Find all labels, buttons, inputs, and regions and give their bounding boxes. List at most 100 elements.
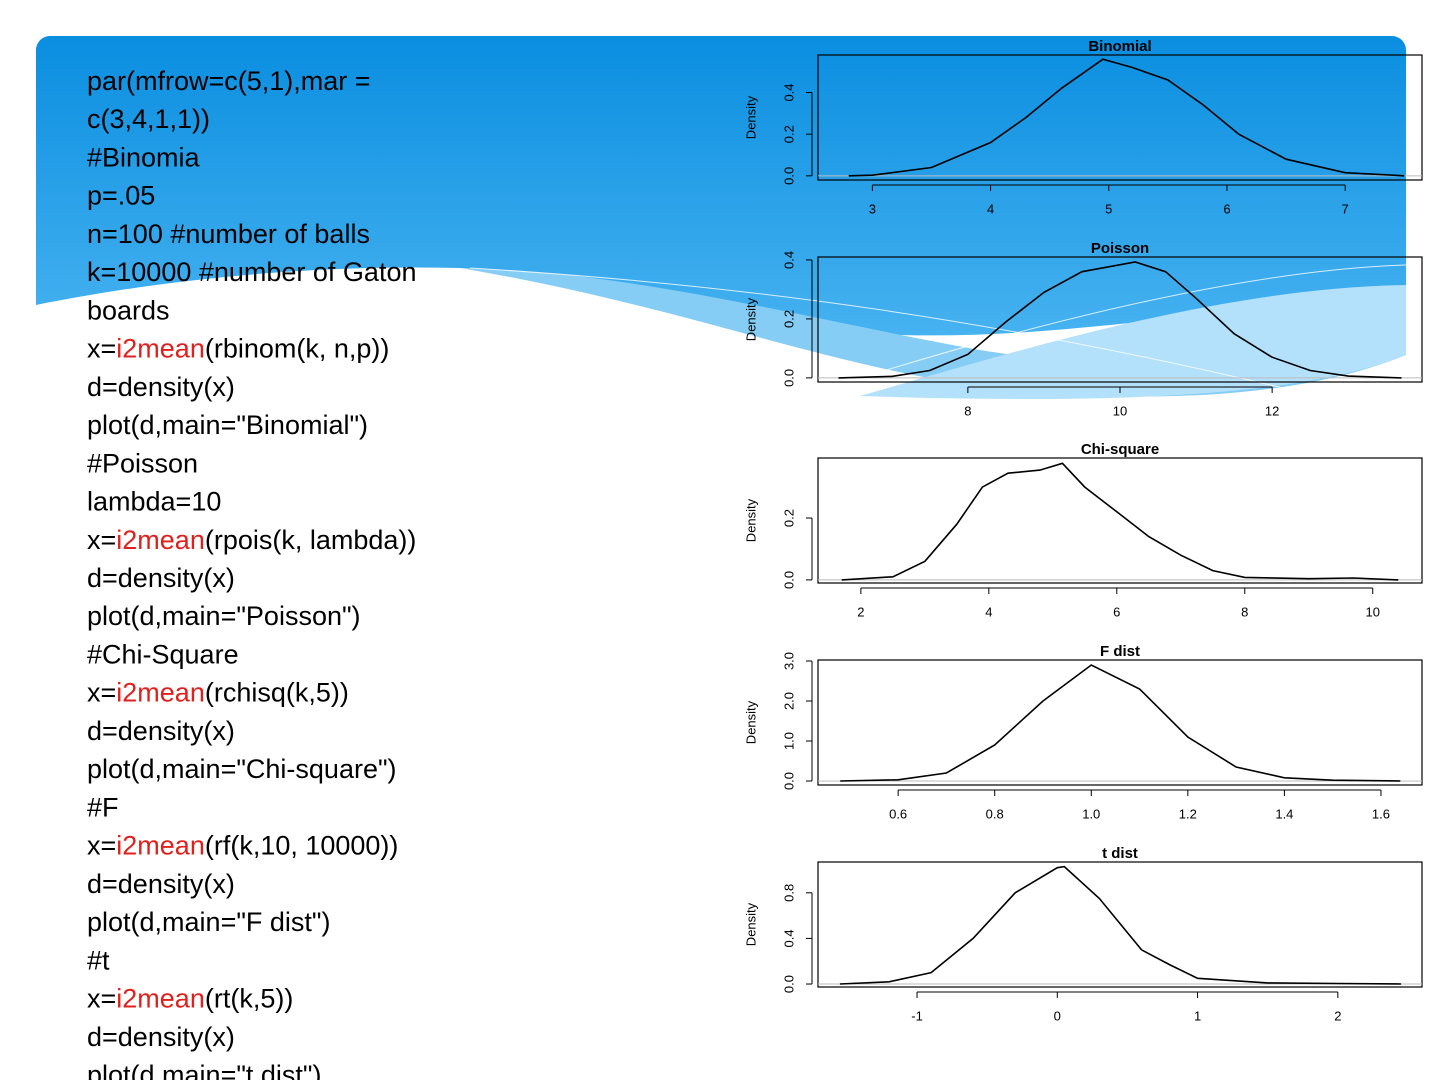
x-tick-label: 0.6 (889, 806, 907, 821)
code-text: n=100 #number of balls (87, 219, 370, 249)
density-line (839, 865, 1402, 985)
code-text: d=density(x) (87, 563, 235, 593)
background-line (469, 267, 1301, 393)
plot-frame (817, 54, 1423, 181)
y-axis-label: Density (743, 297, 758, 341)
code-line: p=.05 (87, 181, 155, 211)
x-tick-label: 2 (857, 604, 864, 619)
y-axis-label: Density (743, 700, 758, 744)
x-tick-label: 8 (1241, 604, 1248, 619)
code-text: d=density(x) (87, 1022, 235, 1052)
y-axis-label: Density (743, 498, 758, 542)
x-tick-label: -1 (911, 1008, 923, 1023)
code-text: #F (87, 792, 119, 822)
y-tick-label: 0.4 (781, 83, 796, 101)
x-tick-label: 10 (1365, 604, 1379, 619)
density-plot: t dist 0.0 0.4 0.8 -1 0 1 2 Density (743, 845, 1423, 1023)
code-text: #t (87, 945, 110, 975)
y-tick-label: 0.2 (781, 310, 796, 328)
y-tick-label: 0.0 (781, 772, 796, 790)
plot-frame (817, 256, 1423, 383)
background-wave (860, 285, 1406, 400)
x-tick-label: 7 (1342, 201, 1349, 216)
x-tick-label: 3 (869, 201, 876, 216)
x-tick-label: 4 (987, 201, 994, 216)
code-line: #Poisson (87, 448, 198, 478)
x-tick-label: 6 (1113, 604, 1120, 619)
code-line: x=i2mean(rchisq(k,5)) (87, 678, 349, 708)
code-line: d=density(x) (87, 716, 235, 746)
code-line: #Chi-Square (87, 640, 239, 670)
chart-title: Binomial (1088, 38, 1151, 55)
code-text: #Poisson (87, 448, 198, 478)
code-text: x= (87, 334, 116, 364)
plot-frame (817, 457, 1423, 584)
density-plot: Chi-square 0.0 0.2 2 4 6 8 10 Density (743, 441, 1423, 619)
code-text: (rpois(k, lambda)) (205, 525, 417, 555)
code-block: par(mfrow=c(5,1),mar = c(3,4,1,1)) #Binomi… (87, 66, 416, 1080)
code-text: d=density(x) (87, 869, 235, 899)
y-tick-label: 3.0 (781, 652, 796, 670)
code-line: plot(d,main="Poisson") (87, 601, 361, 631)
y-tick-label: 0.0 (781, 571, 796, 589)
code-text: plot(d,main="t dist") (87, 1060, 322, 1080)
code-line: plot(d,main="Binomial") (87, 410, 368, 440)
slide-background (36, 36, 1406, 400)
code-text: (rchisq(k,5)) (205, 678, 349, 708)
chart-title: Poisson (1091, 240, 1149, 257)
code-line: boards (87, 296, 170, 326)
y-tick-label: 2.0 (781, 692, 796, 710)
code-line: d=density(x) (87, 1022, 235, 1052)
code-line: plot(d,main="t dist") (87, 1060, 322, 1080)
x-tick-label: 1.4 (1275, 806, 1293, 821)
code-highlight: i2mean (116, 831, 205, 861)
code-text: plot(d,main="F dist") (87, 907, 331, 937)
background-line (879, 264, 1406, 373)
code-line: #Binomia (87, 143, 201, 173)
code-line: plot(d,main="F dist") (87, 907, 331, 937)
x-tick-label: 1.2 (1179, 806, 1197, 821)
y-tick-label: 0.2 (781, 509, 796, 527)
x-tick-label: 6 (1223, 201, 1230, 216)
code-text: d=density(x) (87, 716, 235, 746)
code-line: #F (87, 792, 119, 822)
density-plot: F dist 0.0 1.0 2.0 3.0 0.6 0.8 1.0 1.2 1.4 1.6 Dens… (743, 643, 1423, 821)
density-line (840, 664, 1401, 782)
x-tick-label: 1.6 (1372, 806, 1390, 821)
code-line: #t (87, 945, 110, 975)
density-plot: Poisson 0.0 0.2 0.4 8 10 12 Density (743, 240, 1423, 418)
code-line: x=i2mean(rpois(k, lambda)) (87, 525, 416, 555)
plot-frame (817, 861, 1423, 988)
y-axis-label: Density (743, 95, 758, 139)
background-wave (36, 36, 1406, 336)
y-tick-label: 0.0 (781, 975, 796, 993)
code-text: x= (87, 525, 116, 555)
code-line: x=i2mean(rf(k,10, 10000)) (87, 831, 398, 861)
x-tick-label: 0 (1054, 1008, 1061, 1023)
code-line: x=i2mean(rbinom(k, n,p)) (87, 334, 389, 364)
code-line: k=10000 #number of Gaton (87, 257, 416, 287)
x-tick-label: 2 (1334, 1008, 1341, 1023)
chart-title: F dist (1100, 643, 1140, 660)
y-tick-label: 0.2 (781, 125, 796, 143)
y-tick-label: 0.0 (781, 167, 796, 185)
code-text: (rt(k,5)) (205, 984, 293, 1014)
code-line: plot(d,main="Chi-square") (87, 754, 397, 784)
y-tick-label: 0.4 (781, 929, 796, 947)
code-text: k=10000 #number of Gaton (87, 257, 416, 287)
code-text: (rbinom(k, n,p)) (205, 334, 390, 364)
density-line (838, 261, 1402, 379)
code-line: d=density(x) (87, 563, 235, 593)
x-tick-label: 4 (985, 604, 992, 619)
code-text: p=.05 (87, 181, 155, 211)
y-tick-label: 0.0 (781, 369, 796, 387)
x-tick-label: 8 (964, 403, 971, 418)
plot-frame (817, 659, 1423, 786)
y-tick-label: 1.0 (781, 732, 796, 750)
y-axis-label: Density (743, 902, 758, 946)
x-tick-label: 12 (1265, 403, 1279, 418)
code-text: plot(d,main="Binomial") (87, 410, 368, 440)
x-tick-label: 5 (1105, 201, 1112, 216)
code-line: n=100 #number of balls (87, 219, 370, 249)
